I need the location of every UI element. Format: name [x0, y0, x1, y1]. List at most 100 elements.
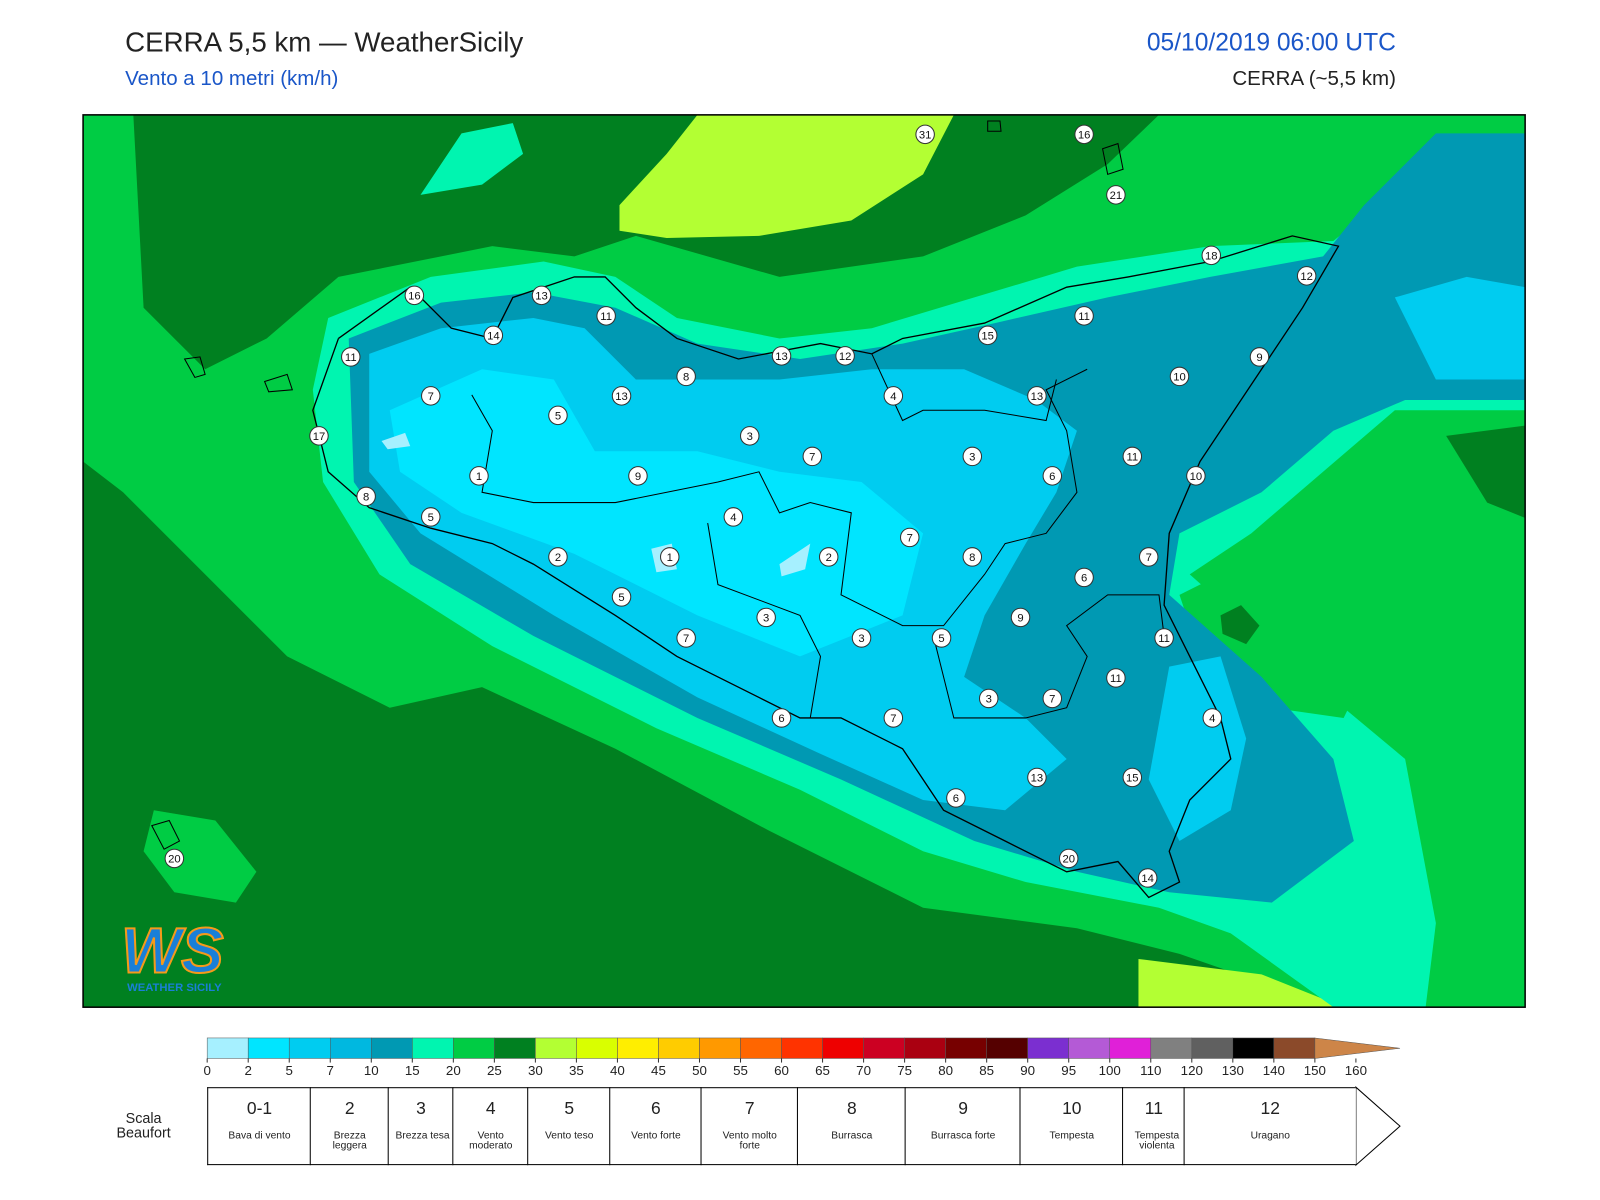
- colorbar-segment: [1150, 1037, 1193, 1059]
- station-marker: [1027, 386, 1047, 406]
- colorbar-tick-label: 140: [1263, 1063, 1285, 1078]
- station-marker: [723, 507, 744, 527]
- colorbar-segment: [206, 1037, 249, 1059]
- station-marker: [548, 405, 568, 426]
- station-marker: [962, 547, 983, 567]
- colorbar-tick-label: 20: [446, 1063, 461, 1078]
- station-value: 13: [1031, 773, 1044, 785]
- colorbar-tick-label: 65: [815, 1063, 830, 1078]
- colorbar-tick-label: 45: [651, 1063, 666, 1078]
- station-marker: [1201, 245, 1222, 266]
- field-zone: [420, 123, 524, 195]
- colorbar-tick-label: 95: [1061, 1063, 1076, 1078]
- station-marker: [835, 346, 855, 366]
- station-marker: [771, 346, 792, 366]
- beaufort-number: 3: [416, 1098, 426, 1118]
- colorbar-arrow: [1314, 1037, 1401, 1059]
- colorbar-tick-label: 75: [897, 1063, 912, 1078]
- field-zone: [619, 114, 954, 238]
- colorbar-tick-label: 40: [610, 1063, 625, 1078]
- field-zone: [1148, 656, 1247, 842]
- colorbar-segment: [699, 1037, 741, 1059]
- station-marker: [771, 708, 792, 728]
- colorbar-segment: [329, 1037, 372, 1059]
- station-value: 9: [1256, 352, 1262, 364]
- station-marker: [978, 688, 999, 709]
- station-value: 6: [1081, 573, 1087, 585]
- field-zone: [381, 432, 411, 450]
- colorbar-segment: [1273, 1037, 1316, 1059]
- station-value: 16: [1078, 129, 1091, 141]
- station-marker: [802, 446, 823, 467]
- colorbar-tick-label: 100: [1099, 1063, 1121, 1078]
- colorbar-tick-label: 0: [203, 1063, 210, 1078]
- field-zone: [1138, 958, 1344, 1008]
- beaufort-cell: 5 Vento teso: [527, 1087, 611, 1166]
- colorbar-segment: [1109, 1037, 1152, 1059]
- station-marker: [341, 347, 361, 367]
- station-value: 11: [1158, 633, 1170, 645]
- province-border: [932, 594, 1165, 719]
- station-marker: [1106, 668, 1126, 688]
- colorbar-tick-label: 160: [1345, 1063, 1367, 1078]
- beaufort-cell: 6 Vento forte: [609, 1087, 702, 1166]
- station-marker: [962, 446, 983, 467]
- colorbar-tick-label: 5: [286, 1063, 293, 1078]
- station-value: 1: [476, 471, 482, 483]
- colorbar-segment: [822, 1037, 864, 1059]
- station-value: 7: [1146, 552, 1152, 564]
- field-zone: [1394, 276, 1526, 380]
- colorbar-segment: [1232, 1037, 1275, 1059]
- station-marker: [611, 386, 632, 406]
- beaufort-number: 7: [744, 1098, 755, 1118]
- island: [987, 120, 1002, 132]
- beaufort-title: Scala Beaufort: [116, 1109, 171, 1141]
- station-value: 9: [1017, 613, 1023, 625]
- station-marker: [1074, 124, 1094, 145]
- station-marker: [851, 628, 872, 648]
- station-marker: [356, 486, 376, 507]
- colorbar-segment: [904, 1037, 946, 1059]
- beaufort-cell: 3 Brezza tesa: [387, 1087, 454, 1166]
- colorbar-tick-label: 110: [1140, 1063, 1161, 1078]
- beaufort-number: 4: [485, 1098, 496, 1118]
- station-value: 10: [1190, 471, 1203, 483]
- province-border: [471, 368, 1088, 627]
- station-value: 14: [1141, 873, 1154, 885]
- colorbar-tick-label: 90: [1020, 1063, 1035, 1078]
- island: [263, 373, 293, 393]
- colorbar-segment: [740, 1037, 782, 1059]
- station-value: 4: [1209, 713, 1215, 725]
- station-marker: [739, 426, 760, 446]
- beaufort-cell: 7 Vento molto forte: [700, 1087, 798, 1166]
- logo-mark: WS: [121, 915, 223, 986]
- station-marker: [899, 527, 920, 548]
- station-value: 5: [938, 633, 944, 645]
- beaufort-cell: 11 Tempesta violenta: [1122, 1087, 1185, 1166]
- station-value: 8: [969, 552, 975, 564]
- colorbar-tick-label: 60: [774, 1063, 789, 1078]
- beaufort-label: Uragano: [1250, 1130, 1290, 1142]
- colorbar-tick-label: 150: [1304, 1063, 1326, 1078]
- beaufort-cell: 2 Brezza leggera: [309, 1087, 389, 1166]
- colorbar-tick-label: 130: [1222, 1063, 1244, 1078]
- station-value: 16: [408, 290, 421, 302]
- beaufort-cell: 0-1 Bava di vento: [207, 1087, 311, 1166]
- station-value: 13: [615, 391, 628, 403]
- colorbar-tick-label: 10: [364, 1063, 379, 1078]
- beaufort-label: Brezza leggera: [332, 1130, 367, 1152]
- station-marker: [628, 466, 648, 486]
- station-marker: [676, 366, 696, 387]
- beaufort-label: Brezza tesa: [395, 1130, 450, 1142]
- station-value: 7: [809, 452, 815, 464]
- station-value: 20: [1062, 854, 1075, 866]
- colorbar-segment: [535, 1037, 577, 1059]
- colorbar-tick-label: 85: [979, 1063, 994, 1078]
- island: [1101, 142, 1124, 176]
- colorbar-segment: [288, 1037, 331, 1059]
- wind-field: [83, 114, 1526, 1008]
- station-marker: [946, 788, 966, 808]
